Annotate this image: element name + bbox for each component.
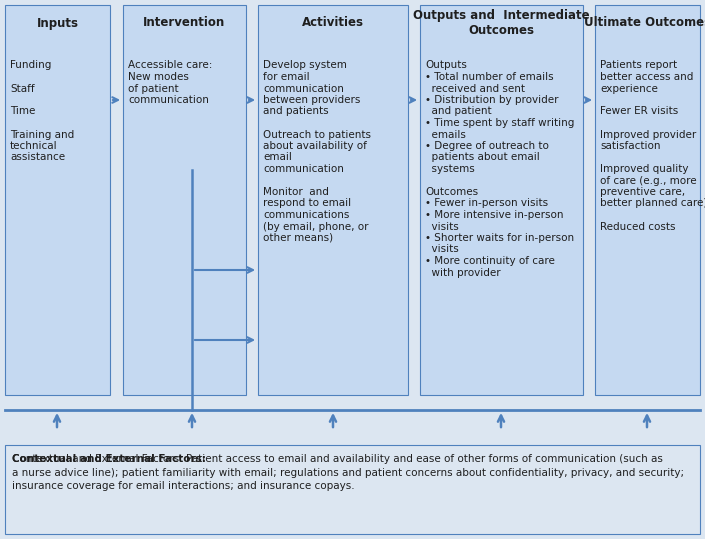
Text: • Fewer in-person visits: • Fewer in-person visits bbox=[425, 198, 548, 209]
Text: Improved provider: Improved provider bbox=[600, 129, 697, 140]
Text: Time: Time bbox=[10, 107, 35, 116]
Text: Staff: Staff bbox=[10, 84, 35, 93]
Text: Monitor  and: Monitor and bbox=[263, 187, 329, 197]
Text: Inputs: Inputs bbox=[37, 17, 78, 30]
Text: communication: communication bbox=[128, 95, 209, 105]
Text: Reduced costs: Reduced costs bbox=[600, 222, 675, 231]
Text: New modes: New modes bbox=[128, 72, 189, 82]
Text: assistance: assistance bbox=[10, 153, 65, 162]
Text: • More intensive in-person: • More intensive in-person bbox=[425, 210, 563, 220]
Text: Activities: Activities bbox=[302, 17, 364, 30]
Text: communication: communication bbox=[263, 84, 344, 93]
FancyBboxPatch shape bbox=[5, 445, 700, 534]
Text: and patients: and patients bbox=[263, 107, 329, 116]
Text: Ultimate Outcomes: Ultimate Outcomes bbox=[584, 17, 705, 30]
Text: received and sent: received and sent bbox=[425, 84, 525, 93]
Text: systems: systems bbox=[425, 164, 474, 174]
Text: technical: technical bbox=[10, 141, 58, 151]
Text: Funding: Funding bbox=[10, 60, 51, 71]
Text: Contextual and External Factors: Patient access to email and availability and ea: Contextual and External Factors: Patient… bbox=[12, 454, 684, 491]
Text: for email: for email bbox=[263, 72, 309, 82]
Text: about availability of: about availability of bbox=[263, 141, 367, 151]
FancyBboxPatch shape bbox=[123, 5, 246, 395]
Text: emails: emails bbox=[425, 129, 466, 140]
FancyBboxPatch shape bbox=[595, 5, 700, 395]
Text: communications: communications bbox=[263, 210, 350, 220]
Text: satisfaction: satisfaction bbox=[600, 141, 661, 151]
Text: Accessible care:: Accessible care: bbox=[128, 60, 212, 71]
Text: respond to email: respond to email bbox=[263, 198, 351, 209]
Text: • Degree of outreach to: • Degree of outreach to bbox=[425, 141, 549, 151]
Text: (by email, phone, or: (by email, phone, or bbox=[263, 222, 369, 231]
Text: Fewer ER visits: Fewer ER visits bbox=[600, 107, 678, 116]
Text: • Total number of emails: • Total number of emails bbox=[425, 72, 553, 82]
Text: Intervention: Intervention bbox=[143, 17, 226, 30]
Text: • Distribution by provider: • Distribution by provider bbox=[425, 95, 558, 105]
Text: visits: visits bbox=[425, 245, 459, 254]
Text: other means): other means) bbox=[263, 233, 333, 243]
FancyBboxPatch shape bbox=[420, 5, 583, 395]
Text: better planned care): better planned care) bbox=[600, 198, 705, 209]
Text: Patients report: Patients report bbox=[600, 60, 677, 71]
Text: Improved quality: Improved quality bbox=[600, 164, 689, 174]
Text: Outreach to patients: Outreach to patients bbox=[263, 129, 371, 140]
Text: between providers: between providers bbox=[263, 95, 360, 105]
Text: better access and: better access and bbox=[600, 72, 694, 82]
Text: visits: visits bbox=[425, 222, 459, 231]
Text: patients about email: patients about email bbox=[425, 153, 540, 162]
Text: experience: experience bbox=[600, 84, 658, 93]
Text: of patient: of patient bbox=[128, 84, 178, 93]
Text: Outputs and  Intermediate
Outcomes: Outputs and Intermediate Outcomes bbox=[413, 9, 590, 38]
Text: Contextual and External Factors:: Contextual and External Factors: bbox=[12, 454, 206, 464]
FancyBboxPatch shape bbox=[5, 5, 110, 395]
Text: email: email bbox=[263, 153, 292, 162]
Text: • More continuity of care: • More continuity of care bbox=[425, 256, 555, 266]
Text: Training and: Training and bbox=[10, 129, 74, 140]
Text: Outcomes: Outcomes bbox=[425, 187, 478, 197]
Text: • Shorter waits for in-person: • Shorter waits for in-person bbox=[425, 233, 574, 243]
Text: • Time spent by staff writing: • Time spent by staff writing bbox=[425, 118, 575, 128]
Text: of care (e.g., more: of care (e.g., more bbox=[600, 176, 697, 185]
Text: and patient: and patient bbox=[425, 107, 491, 116]
Text: Develop system: Develop system bbox=[263, 60, 347, 71]
Text: communication: communication bbox=[263, 164, 344, 174]
Text: with provider: with provider bbox=[425, 267, 501, 278]
Text: Outputs: Outputs bbox=[425, 60, 467, 71]
FancyBboxPatch shape bbox=[258, 5, 408, 395]
Text: preventive care,: preventive care, bbox=[600, 187, 685, 197]
